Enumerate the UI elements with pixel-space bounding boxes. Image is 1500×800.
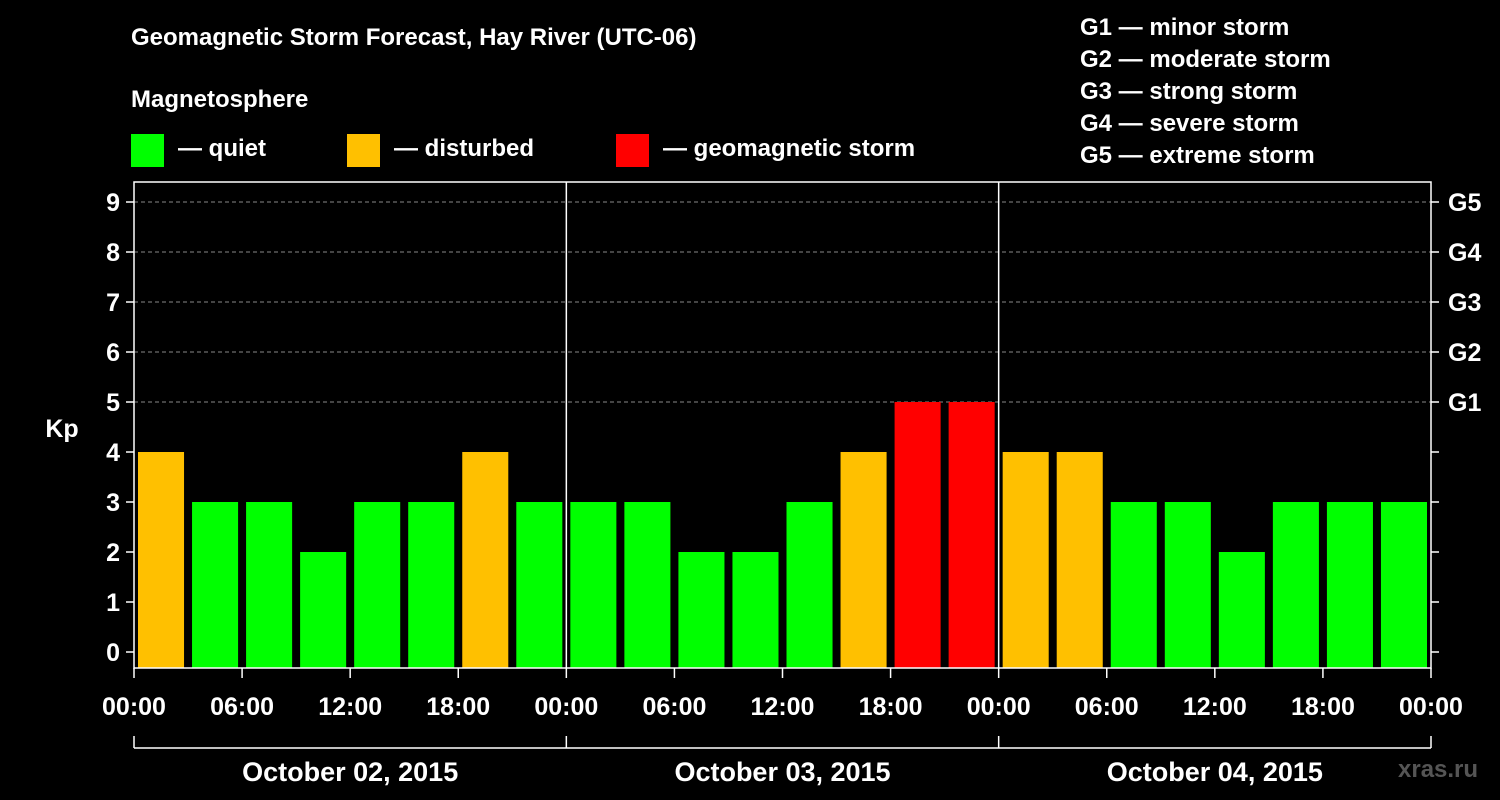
y-tick-label-8: 8 xyxy=(106,239,120,267)
bar-15 xyxy=(948,402,995,668)
bar-17 xyxy=(1056,452,1103,668)
bar-10 xyxy=(678,552,725,668)
bar-8 xyxy=(570,502,617,668)
bar-14 xyxy=(894,402,941,668)
x-tick-label-3: 18:00 xyxy=(426,693,490,721)
bar-9 xyxy=(624,502,671,668)
right-label-g5: G5 xyxy=(1448,189,1481,217)
bar-16 xyxy=(1002,452,1049,668)
bar-6 xyxy=(462,452,509,668)
x-tick-label-10: 12:00 xyxy=(1183,693,1247,721)
bar-12 xyxy=(786,502,833,668)
day-label-1: October 03, 2015 xyxy=(674,757,890,787)
gscale-g4: G4 — severe storm xyxy=(1080,110,1299,137)
bar-22 xyxy=(1326,502,1373,668)
y-tick-label-6: 6 xyxy=(106,339,120,367)
y-tick-label-2: 2 xyxy=(106,539,120,567)
x-tick-label-9: 06:00 xyxy=(1075,693,1139,721)
x-tick-label-1: 06:00 xyxy=(210,693,274,721)
watermark: xras.ru xyxy=(1398,756,1479,783)
day-label-2: October 04, 2015 xyxy=(1107,757,1323,787)
right-label-g1: G1 xyxy=(1448,389,1481,417)
legend-label-quiet: — quiet xyxy=(178,135,266,162)
y-tick-label-3: 3 xyxy=(106,489,120,517)
legend-swatch-disturbed xyxy=(347,134,380,167)
bar-18 xyxy=(1110,502,1157,668)
x-tick-label-5: 06:00 xyxy=(642,693,706,721)
x-tick-label-0: 00:00 xyxy=(102,693,166,721)
bar-13 xyxy=(840,452,887,668)
x-tick-label-8: 00:00 xyxy=(967,693,1031,721)
right-label-g4: G4 xyxy=(1448,239,1481,267)
gscale-g2: G2 — moderate storm xyxy=(1080,46,1331,73)
gscale-g3: G3 — strong storm xyxy=(1080,78,1298,105)
legend-swatch-quiet xyxy=(131,134,164,167)
y-tick-label-5: 5 xyxy=(106,389,120,417)
x-tick-label-12: 00:00 xyxy=(1399,693,1463,721)
bar-7 xyxy=(516,502,563,668)
y-tick-label-4: 4 xyxy=(106,439,120,467)
x-tick-label-4: 00:00 xyxy=(534,693,598,721)
x-tick-label-7: 18:00 xyxy=(859,693,923,721)
y-tick-label-0: 0 xyxy=(106,639,120,667)
bar-3 xyxy=(300,552,347,668)
x-tick-label-2: 12:00 xyxy=(318,693,382,721)
x-tick-label-11: 18:00 xyxy=(1291,693,1355,721)
gscale-g5: G5 — extreme storm xyxy=(1080,142,1315,169)
bar-0 xyxy=(138,452,185,668)
bar-20 xyxy=(1218,552,1265,668)
chart-title: Geomagnetic Storm Forecast, Hay River (U… xyxy=(131,24,697,51)
bar-2 xyxy=(246,502,293,668)
y-tick-label-9: 9 xyxy=(106,189,120,217)
y-axis-label: Kp xyxy=(45,415,78,443)
right-label-g3: G3 xyxy=(1448,289,1481,317)
bar-19 xyxy=(1164,502,1211,668)
legend-label-disturbed: — disturbed xyxy=(394,135,535,162)
right-label-g2: G2 xyxy=(1448,339,1481,367)
legend-label-storm: — geomagnetic storm xyxy=(663,135,916,162)
y-tick-label-7: 7 xyxy=(106,289,120,317)
legend-swatch-storm xyxy=(616,134,649,167)
bar-21 xyxy=(1272,502,1319,668)
bar-1 xyxy=(192,502,239,668)
legend-title: Magnetosphere xyxy=(131,86,309,113)
y-tick-label-1: 1 xyxy=(106,589,120,617)
bar-5 xyxy=(408,502,455,668)
bar-23 xyxy=(1380,502,1427,668)
bar-11 xyxy=(732,552,779,668)
day-label-0: October 02, 2015 xyxy=(242,757,458,787)
gscale-g1: G1 — minor storm xyxy=(1080,14,1290,41)
x-tick-label-6: 12:00 xyxy=(751,693,815,721)
bar-4 xyxy=(354,502,401,668)
